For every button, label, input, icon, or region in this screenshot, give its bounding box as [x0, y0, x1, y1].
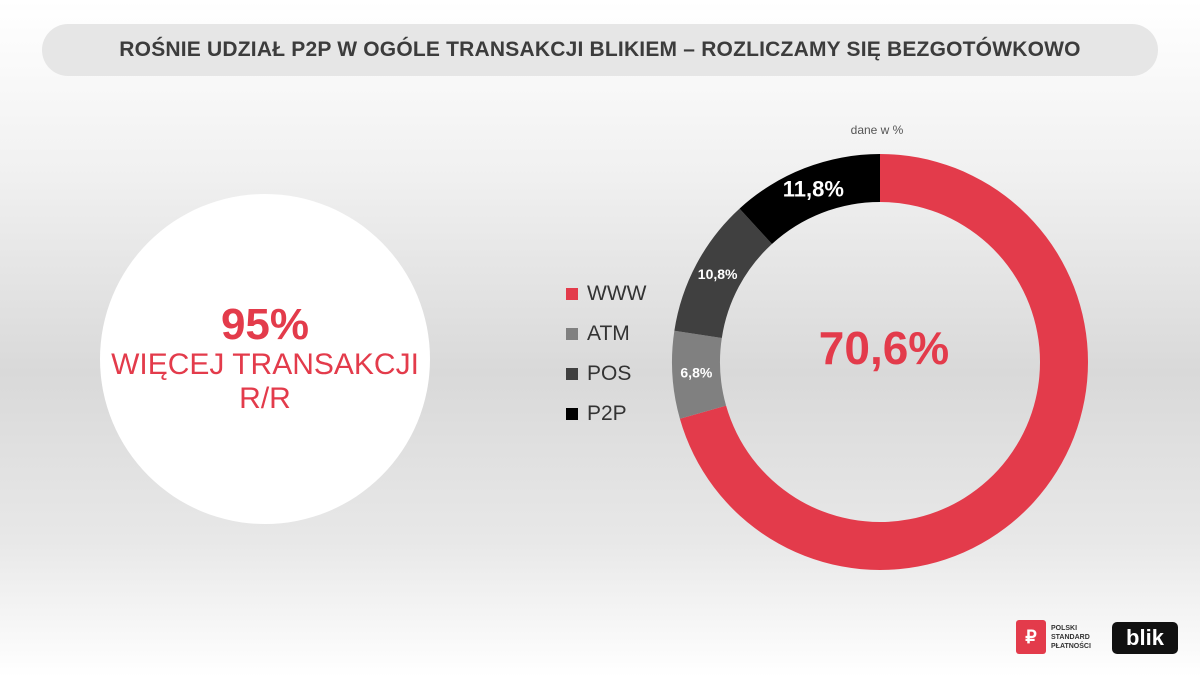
blik-logo: blik: [1112, 622, 1178, 654]
legend-swatch: [566, 288, 578, 300]
legend-swatch: [566, 328, 578, 340]
slice-label-pos: 10,8%: [698, 266, 738, 282]
page-title: ROŚNIE UDZIAŁ P2P W OGÓLE TRANSAKCJI BLI…: [119, 38, 1081, 61]
slice-label-www: 70,6%: [819, 322, 949, 374]
legend-label: ATM: [587, 322, 630, 345]
psp-line-2: STANDARD: [1051, 633, 1090, 641]
highlight-line-1: WIĘCEJ TRANSAKCJI: [111, 348, 419, 381]
psp-text: POLSKI STANDARD PŁATNOŚCI: [1051, 624, 1091, 651]
psp-line-1: POLSKI: [1051, 624, 1078, 632]
chart-legend: WWW ATM POS P2P: [566, 274, 646, 434]
legend-item-www: WWW: [566, 274, 646, 314]
slice-label-p2p: 11,8%: [783, 176, 844, 201]
legend-item-p2p: P2P: [566, 394, 646, 434]
legend-swatch: [566, 368, 578, 380]
data-note: dane w %: [850, 123, 904, 137]
slice-label-atm: 6,8%: [680, 364, 712, 380]
highlight-value: 95%: [220, 300, 310, 349]
legend-label: P2P: [587, 402, 627, 425]
psp-line-3: PŁATNOŚCI: [1051, 642, 1091, 650]
title-bar: ROŚNIE UDZIAŁ P2P W OGÓLE TRANSAKCJI BLI…: [42, 24, 1158, 76]
legend-item-pos: POS: [566, 354, 646, 394]
slice-pos: [674, 208, 772, 338]
legend-swatch: [566, 408, 578, 420]
slice-p2p: [739, 154, 880, 244]
highlight-line-2: R/R: [239, 382, 291, 415]
legend-label: WWW: [587, 282, 647, 305]
legend-label: POS: [587, 362, 632, 385]
legend-item-atm: ATM: [566, 314, 646, 354]
donut-chart: 70,6% 6,8% 10,8% 11,8%: [672, 154, 1088, 570]
highlight-circle: 95% WIĘCEJ TRANSAKCJI R/R: [100, 194, 430, 524]
psp-mark-icon: ₽: [1016, 620, 1046, 654]
psp-logo: ₽ POLSKI STANDARD PŁATNOŚCI: [1016, 620, 1091, 654]
slice-atm: [672, 330, 727, 419]
